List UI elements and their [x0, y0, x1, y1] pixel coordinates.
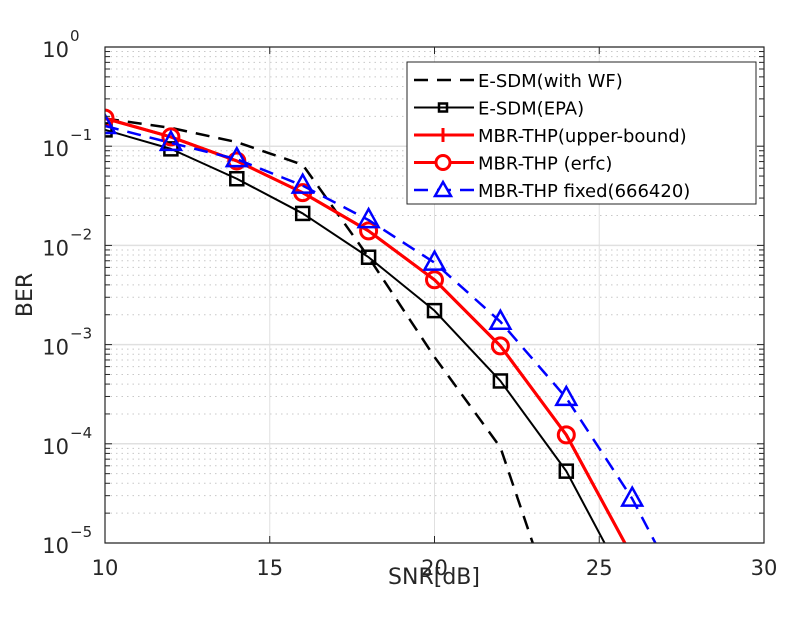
marker-square: [492, 373, 509, 389]
marker-circle: [556, 425, 576, 445]
marker-triangle: [554, 384, 579, 407]
marker-circle: [105, 108, 115, 128]
marker-square: [558, 463, 575, 479]
marker-triangle: [488, 308, 513, 330]
x-tick-label: 20: [421, 556, 448, 580]
legend-label: E-SDM(with WF): [478, 71, 623, 92]
marker-square: [294, 205, 311, 222]
legend-item: E-SDM(EPA): [414, 99, 584, 120]
y-tick-label: 10: [42, 435, 69, 459]
legend-item: MBR-THP fixed(666420): [414, 179, 690, 202]
marker-triangle: [620, 485, 645, 507]
marker-circle: [359, 221, 379, 241]
x-tick-label: 10: [92, 556, 119, 580]
legend-item: MBR-THP (erfc): [414, 154, 612, 175]
legend: E-SDM(with WF) E-SDM(EPA) MBR-THP(upper-bo…: [406, 61, 757, 205]
series-1: [105, 122, 606, 543]
y-tick-label: 10: [42, 236, 69, 260]
legend-box: [406, 61, 757, 205]
x-axis-label: SNR[dB]: [388, 565, 480, 590]
y-tick-label: 10: [42, 137, 69, 161]
y-axis-label: BER: [13, 273, 38, 317]
legend-label: MBR-THP fixed(666420): [478, 181, 690, 202]
marker-square: [360, 249, 377, 265]
marker-triangle: [224, 145, 249, 168]
x-tick-label: 25: [586, 556, 613, 580]
legend-label: MBR-THP(upper-bound): [478, 126, 687, 147]
marker-triangle: [158, 129, 184, 152]
y-tick-label: 10: [42, 38, 69, 62]
series-line: [105, 124, 657, 543]
marker-triangle: [422, 249, 447, 271]
x-tick-label: 30: [751, 556, 778, 580]
series-group: [105, 108, 657, 543]
legend-item: E-SDM(with WF): [414, 71, 623, 92]
series-line: [105, 128, 606, 543]
y-tick-exponent: −4: [70, 424, 92, 442]
y-tick-exponent: −1: [70, 126, 92, 144]
marker-circle: [425, 270, 444, 290]
y-tick-exponent: −2: [70, 225, 92, 243]
y-tick-label: 10: [42, 534, 69, 558]
marker-triangle: [105, 112, 118, 135]
series-line: [105, 116, 627, 543]
legend-marker-triangle: [432, 179, 454, 198]
ticks: [104, 46, 765, 544]
marker-square: [426, 302, 443, 319]
legend-marker-square: [437, 102, 449, 113]
y-tick-label: 10: [42, 336, 69, 360]
marker-square: [229, 170, 245, 187]
x-tick-label: 15: [256, 556, 283, 580]
marker-triangle: [356, 206, 381, 229]
marker-circle: [161, 127, 181, 147]
y-tick-exponent: −5: [70, 523, 92, 541]
legend-label: E-SDM(EPA): [478, 99, 584, 120]
marker-circle: [490, 336, 510, 356]
y-tick-exponent: 0: [70, 27, 80, 45]
series-4: [105, 112, 657, 543]
legend-item: MBR-THP(upper-bound): [414, 126, 687, 147]
marker-triangle: [290, 172, 315, 194]
marker-square: [105, 122, 113, 138]
y-tick-exponent: −3: [70, 325, 92, 343]
legend-marker-circle: [434, 154, 452, 171]
legend-label: MBR-THP (erfc): [478, 154, 612, 175]
